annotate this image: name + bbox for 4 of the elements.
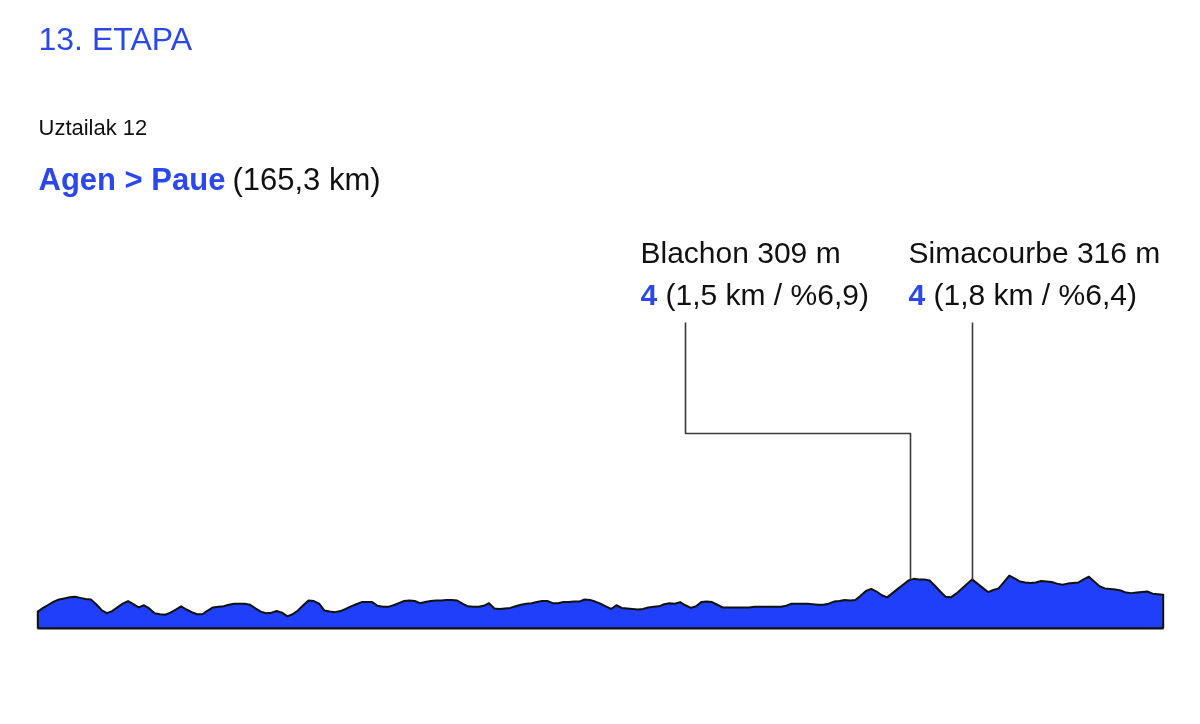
text: Blachon 309 m 4 (1,5 km / %6,9) bbox=[640, 236, 869, 312]
chart-title: 13. ETAPA bbox=[38, 21, 193, 58]
text: Simacourbe 316 m 4 (1,8 km / %6,4) bbox=[908, 236, 1161, 312]
chart-subtitle: Uztailak 12 Agen > Paue (165,3 km) bbox=[38, 114, 381, 197]
